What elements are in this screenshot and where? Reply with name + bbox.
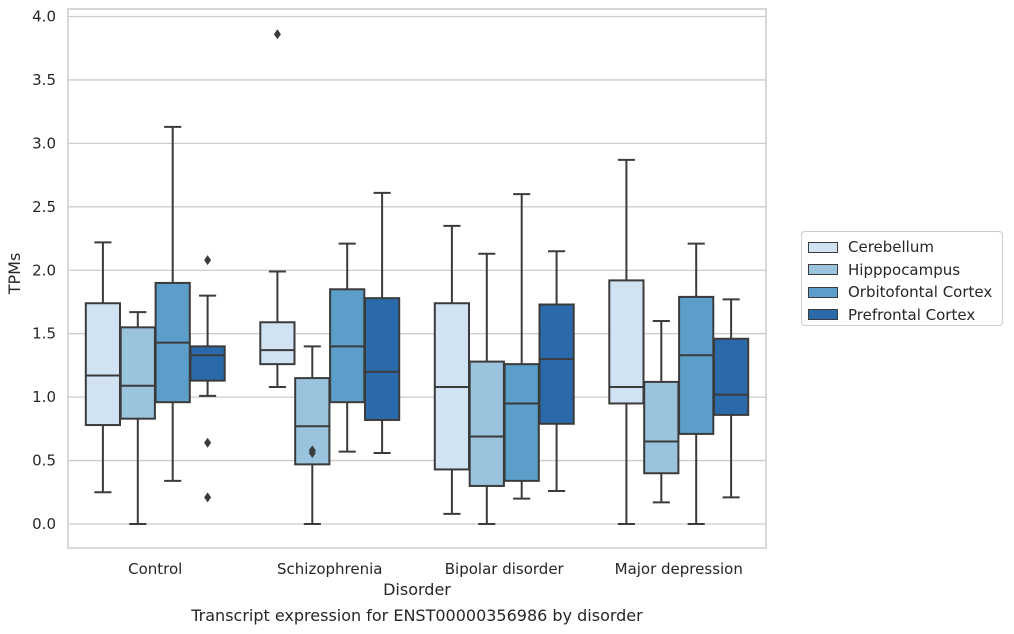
y-tick-label: 3.0 [32,134,56,152]
outlier-point [204,437,212,448]
box-hipppocampus [643,320,680,504]
outlier-point [204,255,212,266]
box-plot-series [84,29,750,525]
box-body [678,295,715,435]
box-cerebellum [259,29,296,388]
y-tick-label: 4.0 [32,8,56,26]
box-prefrontal-cortex [189,255,226,503]
legend-swatch [808,264,838,276]
legend-label: Hipppocampus [848,260,961,279]
legend-label: Cerebellum [848,238,934,257]
box-prefrontal-cortex [712,298,750,499]
box-orbitofontal-cortex [329,242,366,453]
box-hipppocampus [468,252,505,525]
box-body [538,303,575,425]
outlier-point [273,29,281,40]
box-body [119,326,156,420]
chart-caption: Transcript expression for ENST0000035698… [191,606,643,625]
y-tick-label: 0.0 [32,515,56,533]
box-body [503,363,540,482]
box-prefrontal-cortex [538,250,575,493]
outlier-point [308,447,316,458]
box-body [608,279,645,405]
y-tick-label: 3.5 [32,71,56,89]
outlier-point [204,492,212,503]
box-cerebellum [84,241,122,494]
box-orbitofontal-cortex [154,125,191,482]
y-tick-label: 2.5 [32,198,56,216]
chart-legend: Cerebellum Hipppocampus Orbitofontal Corte… [801,231,1003,326]
y-tick-label: 1.0 [32,388,56,406]
legend-item: Hipppocampus [808,259,996,282]
box-body [189,345,226,382]
box-body [468,360,505,487]
box-orbitofontal-cortex [503,193,540,500]
box-body [712,337,750,416]
legend-item: Prefrontal Cortex [808,304,996,327]
box-body [643,380,680,475]
x-axis-ticks: Control Schizophrenia Bipolar disorder Majo… [128,560,743,578]
box-cerebellum [608,158,645,525]
legend-swatch [808,286,838,298]
box-hipppocampus [294,345,331,525]
x-axis-label: Disorder [383,580,451,599]
box-cerebellum [433,224,471,515]
x-tick-label: Schizophrenia [277,560,382,578]
x-tick-label: Bipolar disorder [445,560,565,578]
box-body [84,302,122,427]
x-tick-label: Major depression [615,560,743,578]
box-body [259,321,296,366]
y-tick-label: 1.5 [32,325,56,343]
legend-swatch [808,309,838,321]
y-tick-label: 0.5 [32,452,56,470]
box-hipppocampus [119,311,156,525]
legend-item: Cerebellum [808,236,996,259]
y-axis-ticks: 0.0 0.5 1.0 1.5 2.0 2.5 3.0 3.5 4.0 [32,8,56,534]
y-tick-label: 2.0 [32,261,56,279]
legend-item: Orbitofontal Cortex [808,281,996,304]
legend-label: Orbitofontal Cortex [848,283,993,302]
legend-swatch [808,241,838,253]
legend-label: Prefrontal Cortex [848,305,976,324]
x-tick-label: Control [128,560,182,578]
y-axis-label: TPMs [5,253,24,296]
plot-area-frame [67,8,767,549]
box-body [363,297,401,421]
box-prefrontal-cortex [363,191,401,454]
box-orbitofontal-cortex [678,242,715,525]
